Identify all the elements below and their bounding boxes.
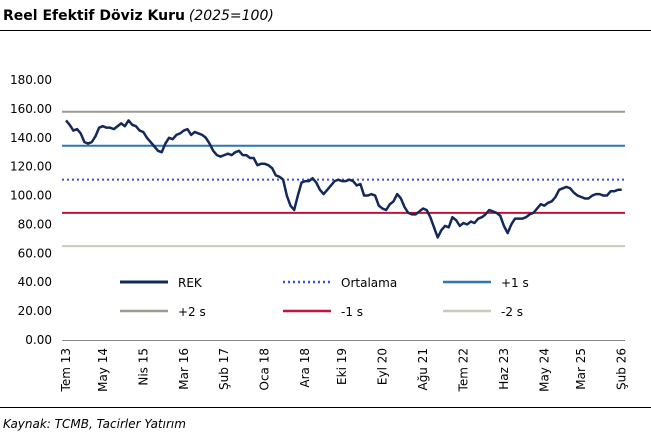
legend-label: +1 s (501, 276, 529, 290)
x-tick-label: Mar 25 (574, 348, 588, 390)
x-tick-label: Şub 17 (217, 348, 231, 390)
y-tick-label: 40.00 (18, 275, 52, 289)
x-tick-label: Mar 16 (177, 348, 191, 390)
source-note: Kaynak: TCMB, Tacirler Yatırım (3, 417, 186, 431)
x-tick-label: Eki 19 (335, 348, 349, 385)
plot: 0.00 20.00 40.00 60.00 80.00 100.00 120.00 140.… (10, 73, 629, 392)
x-tick-label: Nis 15 (136, 348, 150, 386)
x-tick-label: Şub 26 (615, 348, 629, 390)
x-tick-label: Ağu 21 (416, 348, 430, 391)
x-tick-label: May 24 (537, 348, 551, 392)
y-tick-label: 160.00 (10, 102, 52, 116)
y-tick-label: 0.00 (25, 333, 52, 347)
y-tick-label: 100.00 (10, 189, 52, 203)
x-tick-label: Oca 18 (258, 348, 272, 390)
legend-label: +2 s (178, 305, 206, 319)
y-tick-label: 180.00 (10, 73, 52, 87)
y-tick-label: 60.00 (18, 246, 52, 260)
x-tick-label: May 14 (96, 348, 110, 392)
chart-heading: Reel Efektif Döviz Kuru (2025=100) (3, 8, 274, 24)
x-tick-label: Eyl 20 (375, 348, 389, 385)
y-tick-label: 20.00 (18, 304, 52, 318)
chart-title: Reel Efektif Döviz Kuru (3, 8, 185, 24)
legend-label: -2 s (501, 305, 523, 319)
legend-label: -1 s (341, 305, 363, 319)
data-line (65, 119, 622, 239)
legend-label: REK (178, 276, 203, 290)
x-tick-label: Ara 18 (298, 348, 312, 388)
chart-subtitle: (2025=100) (189, 8, 274, 24)
y-tick-label: 80.00 (18, 217, 52, 231)
legend-box (100, 268, 560, 324)
x-tick-label: Tem 13 (59, 348, 73, 392)
y-tick-label: 140.00 (10, 131, 52, 145)
x-tick-label: Haz 23 (497, 348, 511, 390)
legend-label: Ortalama (341, 276, 397, 290)
y-tick-label: 120.00 (10, 160, 52, 174)
x-tick-label: Tem 22 (456, 348, 470, 392)
